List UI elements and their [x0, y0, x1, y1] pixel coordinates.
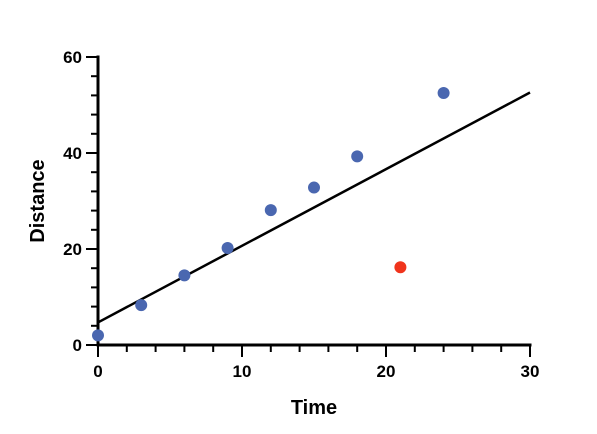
axes: 0 10 20 30 0 20 40 60 — [63, 48, 539, 381]
data-points — [92, 87, 450, 342]
x-tick-label: 0 — [93, 362, 102, 381]
y-ticks: 0 20 40 60 — [63, 48, 98, 355]
x-tick-label: 10 — [233, 362, 252, 381]
y-tick-label: 40 — [63, 144, 82, 163]
y-axis-title: Distance — [27, 159, 49, 242]
y-tick-label: 60 — [63, 48, 82, 67]
data-point — [308, 181, 320, 194]
data-point — [437, 87, 450, 99]
data-point — [221, 242, 234, 255]
x-ticks: 0 10 20 30 — [93, 345, 539, 381]
data-point — [92, 329, 104, 342]
y-tick-label: 0 — [73, 336, 82, 355]
y-tick-label: 20 — [63, 240, 82, 259]
data-point — [264, 204, 277, 217]
data-point — [351, 150, 364, 163]
x-axis-title: Time — [291, 397, 337, 419]
data-point — [135, 299, 148, 312]
outlier-point — [394, 261, 407, 274]
data-point — [178, 269, 191, 282]
x-tick-label: 30 — [521, 362, 540, 381]
x-tick-label: 20 — [377, 362, 396, 381]
fit-line — [97, 91, 531, 324]
